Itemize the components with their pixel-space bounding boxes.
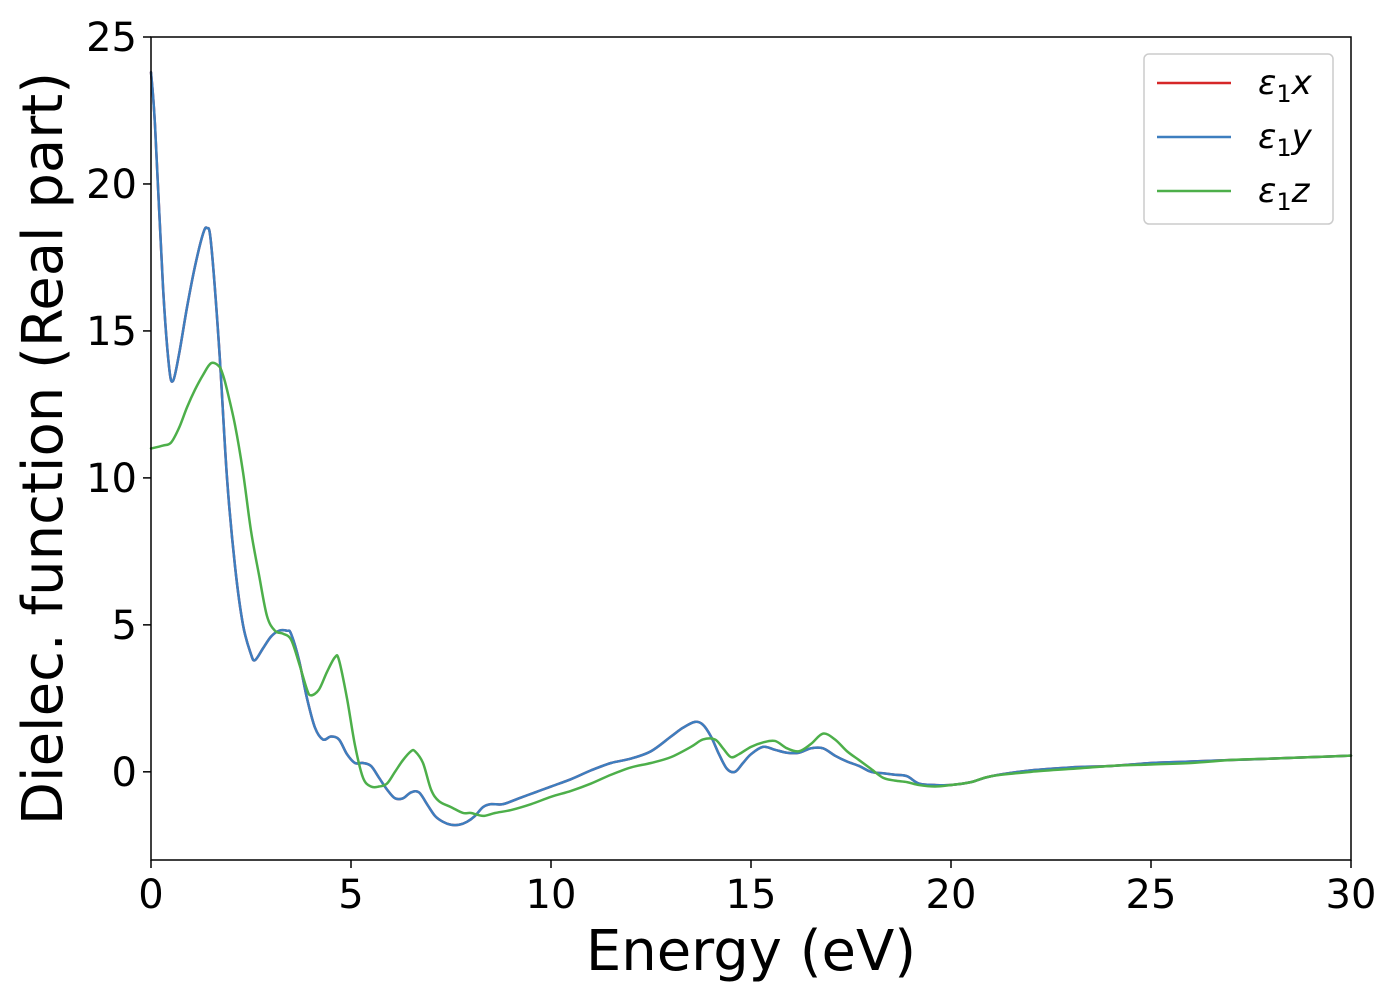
x-axis-title: Energy (eV) [586,919,916,984]
legend-item-x: ε1x [1157,63,1313,108]
x-tick-label: 10 [526,872,577,918]
y-tick-label: 25 [86,15,137,61]
legend: ε1x ε1y ε1z [1143,53,1334,225]
legend-frame [1143,53,1334,225]
x-tick-label: 25 [1126,872,1177,918]
series-line-y [149,71,1353,827]
y-tick-label: 0 [112,750,137,796]
y-tick-label: 15 [86,309,137,355]
legend-label: ε1y [1258,117,1313,162]
y-axis-title: Dielec. function (Real part) [11,72,76,825]
x-tick-label: 20 [926,872,977,918]
series-layer [149,71,1353,827]
legend-label: ε1z [1258,171,1311,216]
legend-item-y: ε1y [1157,117,1313,162]
y-axis: 0 5 10 15 20 25 [86,15,151,796]
y-tick-label: 10 [86,456,137,502]
x-tick-label: 15 [726,872,777,918]
y-tick-label: 20 [86,162,137,208]
legend-label: ε1x [1258,63,1313,108]
series-line-z [149,361,1353,818]
x-tick-label: 30 [1326,872,1377,918]
y-tick-label: 5 [112,603,137,649]
x-tick-label: 5 [338,872,363,918]
x-tick-label: 0 [138,872,163,918]
x-axis: 0 5 10 15 20 25 30 [138,860,1376,918]
legend-item-z: ε1z [1157,171,1311,216]
